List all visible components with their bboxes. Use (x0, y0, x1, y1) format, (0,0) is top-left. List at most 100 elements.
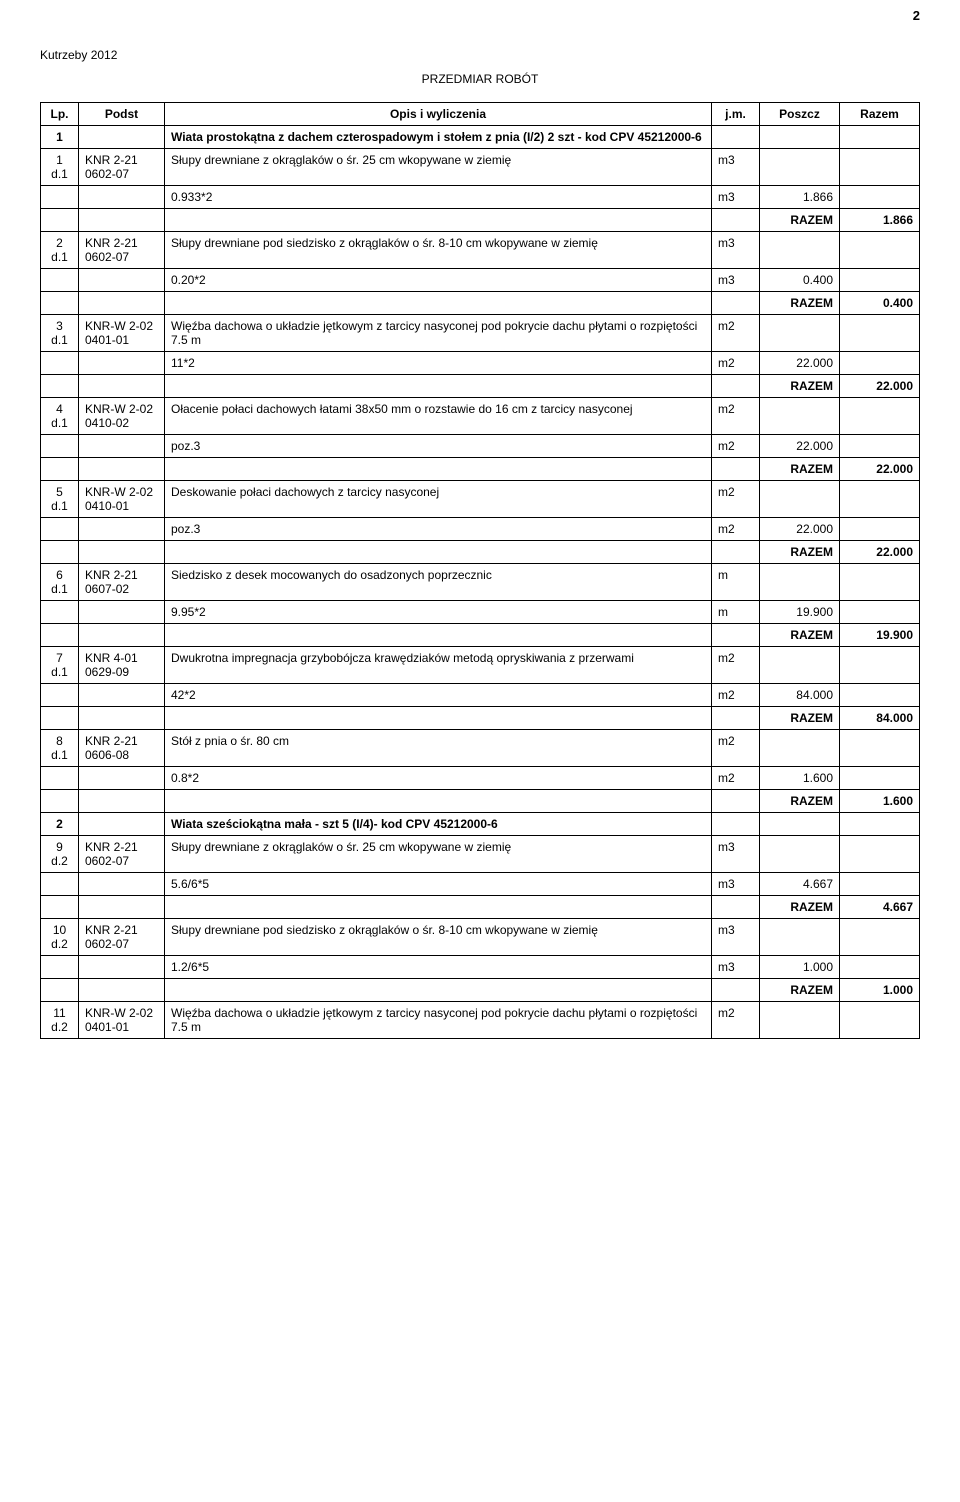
table-cell: m2 (712, 315, 760, 352)
table-cell (79, 541, 165, 564)
table-cell (760, 481, 840, 518)
table-cell (840, 352, 920, 375)
table-cell (760, 836, 840, 873)
table-cell (712, 209, 760, 232)
table-row: 1Wiata prostokątna z dachem czterospadow… (41, 126, 920, 149)
table-cell (41, 352, 79, 375)
table-row: 11d.2KNR-W 2-020401-01Więźba dachowa o u… (41, 1002, 920, 1039)
table-cell: 1.000 (840, 979, 920, 1002)
table-cell: 1d.1 (41, 149, 79, 186)
table-cell (79, 767, 165, 790)
table-cell (712, 790, 760, 813)
table-cell (712, 707, 760, 730)
table-cell (840, 186, 920, 209)
table-cell (41, 684, 79, 707)
table-cell (840, 518, 920, 541)
table-head: Lp. Podst Opis i wyliczenia j.m. Poszcz … (41, 103, 920, 126)
table-cell: Więźba dachowa o układzie jętkowym z tar… (165, 315, 712, 352)
table-cell: Więźba dachowa o układzie jętkowym z tar… (165, 1002, 712, 1039)
table-row: RAZEM19.900 (41, 624, 920, 647)
table-row: RAZEM22.000 (41, 458, 920, 481)
table-header-row: Lp. Podst Opis i wyliczenia j.m. Poszcz … (41, 103, 920, 126)
table-row: RAZEM22.000 (41, 541, 920, 564)
table-cell: Deskowanie połaci dachowych z tarcicy na… (165, 481, 712, 518)
col-opis: Opis i wyliczenia (165, 103, 712, 126)
table-cell: 1 (41, 126, 79, 149)
table-cell (840, 730, 920, 767)
table-cell (840, 269, 920, 292)
table-cell (79, 896, 165, 919)
table-cell: 84.000 (840, 707, 920, 730)
table-cell (79, 435, 165, 458)
table-cell (712, 813, 760, 836)
table-row: poz.3m222.000 (41, 435, 920, 458)
table-cell (712, 126, 760, 149)
table-cell (79, 209, 165, 232)
table-cell (760, 730, 840, 767)
table-cell: 11d.2 (41, 1002, 79, 1039)
table-cell (840, 601, 920, 624)
col-jm: j.m. (712, 103, 760, 126)
table-cell: m3 (712, 232, 760, 269)
doc-header: Kutrzeby 2012 (40, 48, 920, 62)
table-row: poz.3m222.000 (41, 518, 920, 541)
table-row: RAZEM1.000 (41, 979, 920, 1002)
table-row: 4d.1KNR-W 2-020410-02Ołacenie połaci dac… (41, 398, 920, 435)
table-cell (41, 541, 79, 564)
page: 2 Kutrzeby 2012 PRZEDMIAR ROBÓT Lp. Pods… (0, 0, 960, 1079)
table-cell: RAZEM (760, 624, 840, 647)
table-cell: 4.667 (760, 873, 840, 896)
table-row: 10d.2KNR 2-210602-07Słupy drewniane pod … (41, 919, 920, 956)
table-cell: 6d.1 (41, 564, 79, 601)
table-cell (41, 896, 79, 919)
table-cell: Stół z pnia o śr. 80 cm (165, 730, 712, 767)
table-cell: 22.000 (760, 435, 840, 458)
doc-title: PRZEDMIAR ROBÓT (40, 72, 920, 86)
table-row: 9d.2KNR 2-210602-07Słupy drewniane z okr… (41, 836, 920, 873)
table-cell: 11*2 (165, 352, 712, 375)
table-cell: poz.3 (165, 518, 712, 541)
table-cell: m2 (712, 730, 760, 767)
table-cell: KNR-W 2-020401-01 (79, 1002, 165, 1039)
col-poszcz: Poszcz (760, 103, 840, 126)
table-row: 42*2m284.000 (41, 684, 920, 707)
table-cell: m2 (712, 647, 760, 684)
table-cell: 9d.2 (41, 836, 79, 873)
table-row: 5d.1KNR-W 2-020410-01Deskowanie połaci d… (41, 481, 920, 518)
table-cell: 10d.2 (41, 919, 79, 956)
table-cell: 0.400 (840, 292, 920, 315)
table-cell (165, 375, 712, 398)
table-row: 9.95*2m19.900 (41, 601, 920, 624)
table-cell (41, 209, 79, 232)
table-row: RAZEM22.000 (41, 375, 920, 398)
table-cell: 4.667 (840, 896, 920, 919)
table-cell (760, 647, 840, 684)
table-cell: 1.600 (760, 767, 840, 790)
table-cell: 1.866 (760, 186, 840, 209)
col-razem: Razem (840, 103, 920, 126)
table-cell: 84.000 (760, 684, 840, 707)
table-cell (165, 541, 712, 564)
table-cell: poz.3 (165, 435, 712, 458)
table-cell: 22.000 (760, 518, 840, 541)
table-cell: RAZEM (760, 541, 840, 564)
table-row: 0.8*2m21.600 (41, 767, 920, 790)
table-cell (165, 458, 712, 481)
table-cell (79, 186, 165, 209)
table-row: 0.933*2m31.866 (41, 186, 920, 209)
table-row: RAZEM1.600 (41, 790, 920, 813)
table-cell: Słupy drewniane z okrąglaków o śr. 25 cm… (165, 836, 712, 873)
table-cell: RAZEM (760, 707, 840, 730)
table-cell (760, 919, 840, 956)
table-cell (79, 269, 165, 292)
table-cell: 5.6/6*5 (165, 873, 712, 896)
table-cell (840, 647, 920, 684)
table-cell (760, 149, 840, 186)
table-cell: 1.600 (840, 790, 920, 813)
table-cell: m2 (712, 1002, 760, 1039)
table-cell: Słupy drewniane pod siedzisko z okrąglak… (165, 232, 712, 269)
table-cell: Słupy drewniane z okrąglaków o śr. 25 cm… (165, 149, 712, 186)
table-cell (840, 149, 920, 186)
table-cell (79, 979, 165, 1002)
table-cell (840, 813, 920, 836)
